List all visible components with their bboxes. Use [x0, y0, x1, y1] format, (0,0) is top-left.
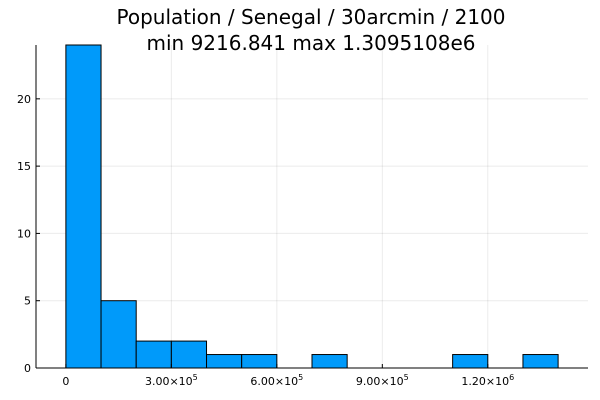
x-tick-label-2: 6.00×105 [250, 373, 303, 388]
histogram-bar-7 [311, 354, 348, 369]
x-tick-label-4: 1.20×106 [461, 373, 514, 388]
x-tick-label-1: 3.00×105 [145, 373, 198, 388]
x-tick-labels: 0 3.00×105 6.00×105 9.00×105 1.20×106 [62, 373, 514, 388]
histogram-bar-2 [135, 340, 172, 369]
histogram-bar-0 [65, 44, 102, 369]
y-tick-label-2: 10 [17, 227, 31, 240]
histogram-bar-11 [452, 354, 489, 369]
y-tick-labels: 0 5 10 15 20 [17, 93, 31, 375]
histogram-bar-4 [206, 354, 243, 369]
axes [35, 45, 588, 369]
histogram-bar-1 [100, 300, 137, 369]
y-tick-label-1: 5 [24, 295, 31, 308]
bars [65, 44, 559, 369]
histogram-bar-5 [241, 354, 278, 369]
y-tick-label-4: 20 [17, 93, 31, 106]
y-tick-label-0: 0 [24, 362, 31, 375]
chart-title: Population / Senegal / 30arcmin / 2100 [116, 5, 505, 29]
y-tick-label-3: 15 [17, 160, 31, 173]
histogram-bar-3 [170, 340, 208, 369]
x-tick-label-3: 9.00×105 [356, 373, 409, 388]
histogram-bar-13 [522, 354, 559, 369]
x-tick-label-0: 0 [62, 375, 69, 388]
chart-subtitle: min 9216.841 max 1.3095108e6 [147, 31, 476, 55]
